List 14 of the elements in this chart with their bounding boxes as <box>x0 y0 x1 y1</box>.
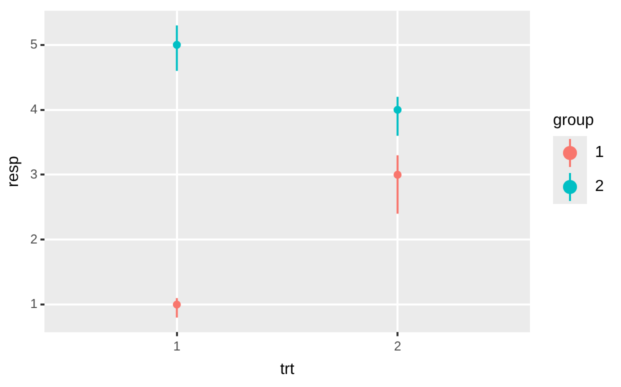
legend-label: 2 <box>595 178 604 196</box>
legend-title: group <box>553 112 595 130</box>
y-tick-label: 4 <box>30 101 38 116</box>
point <box>394 170 402 179</box>
point <box>172 300 181 309</box>
y-tick-label: 1 <box>30 296 38 312</box>
y-axis-title: resp <box>5 156 22 188</box>
x-axis-title: trt <box>280 360 295 378</box>
y-tick-label: 2 <box>30 231 38 246</box>
point <box>394 106 402 114</box>
y-tick-label: 5 <box>30 36 38 52</box>
legend-label: 1 <box>595 144 604 162</box>
point <box>172 40 181 49</box>
y-tick-label: 3 <box>30 166 38 182</box>
